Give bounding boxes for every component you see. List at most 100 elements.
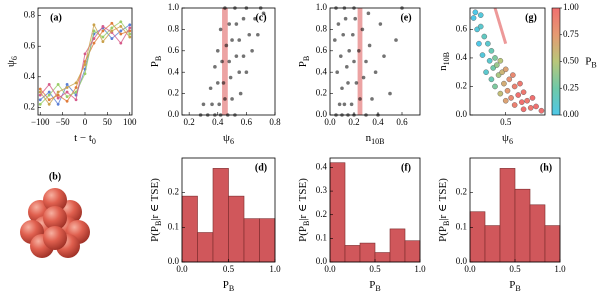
y-axis-label: ψ6 [5,56,20,67]
x-tick-label: 1.0 [269,264,281,274]
y-tick-label: 0.2 [168,88,179,98]
point [333,38,337,42]
panel-label: (a) [50,12,62,23]
panel-label: (h) [540,162,552,173]
point [520,106,527,113]
y-tick-label: 1.0 [168,2,180,12]
point [504,87,511,94]
line-point [110,37,114,40]
y-axis-label: PB [297,56,312,67]
point [360,27,365,32]
colorbar [551,7,561,116]
label-part: P [297,61,309,67]
line-point [128,29,132,33]
line-point [110,29,114,33]
point [524,97,530,104]
label-part: 10B [371,137,384,146]
line-point [56,83,60,86]
line-point [119,32,123,36]
x-tick-label: 0.8 [269,117,281,127]
y-tick-label: 0.6 [168,45,180,55]
x-tick-label: 0.6 [396,117,408,127]
point [228,75,233,80]
point [352,59,356,64]
point [370,97,374,101]
label-part: P(P [437,226,449,242]
point [511,102,518,108]
point [492,83,498,90]
label-part: B [229,284,234,293]
hist-bar [484,225,501,263]
line-point [128,35,132,39]
point [357,49,361,53]
colorbar-tick-label: 0.75 [563,29,579,39]
label-part: P(P [297,226,309,242]
label-part: B [375,284,380,293]
point [210,102,214,107]
label-part: B [154,221,163,226]
line-point [74,90,78,94]
x-axis-label: ψ6 [223,132,234,147]
point [349,102,354,107]
point [223,97,227,101]
point [485,40,491,47]
panel-label: (f) [401,162,411,173]
y-tick-label: 0.4 [456,52,468,62]
point [250,49,254,53]
hist-bar [389,228,406,263]
axes-frame [329,7,421,116]
line-point [65,83,69,86]
x-tick-label: 0.5 [500,117,512,127]
axes-frame [181,7,276,116]
label-part: B [515,284,520,293]
point [477,12,484,18]
x-tick-label: 0.0 [324,264,336,274]
y-tick-label: 0.4 [168,66,180,76]
point [508,95,514,101]
point [227,59,232,64]
point [367,43,372,48]
point [470,15,477,21]
point [347,49,352,53]
line-point [47,90,51,94]
label-part: n [437,65,449,71]
label-part: P [223,279,229,291]
y-tick-label: 0.8 [316,23,328,33]
point [261,11,266,16]
label-part: P [585,55,591,67]
x-tick-label: 50 [103,117,113,127]
line-point [47,93,51,97]
line-point [38,90,42,94]
label-part: P [149,61,161,67]
label-part: 6 [230,137,234,146]
line-point [128,23,132,27]
point [373,70,378,74]
y-tick-label: 0.0 [168,256,180,266]
x-tick-label: −50 [56,117,71,127]
x-tick-label: 0.4 [372,117,384,127]
hist-bar [374,252,391,263]
line-point [83,52,87,56]
x-tick-label: 1.0 [554,264,566,274]
line-point [101,24,105,28]
line-point [38,87,42,91]
point [342,102,347,107]
hist-bar [469,211,486,263]
point [501,80,507,87]
point [529,95,536,101]
hist-bar [181,195,198,263]
label-part: B [591,61,596,70]
point [472,9,479,16]
hist-bar [529,204,546,263]
x-axis-label: PB [509,279,520,294]
point [230,97,234,101]
point [354,81,359,85]
cluster-image [20,188,90,258]
line-point [56,102,60,106]
line-point [74,81,78,85]
y-axis-label: P(PB|r ∈ TSE) [437,178,452,242]
hist-bar [359,242,376,263]
point [224,43,229,48]
y-axis-label: PB [149,56,164,67]
